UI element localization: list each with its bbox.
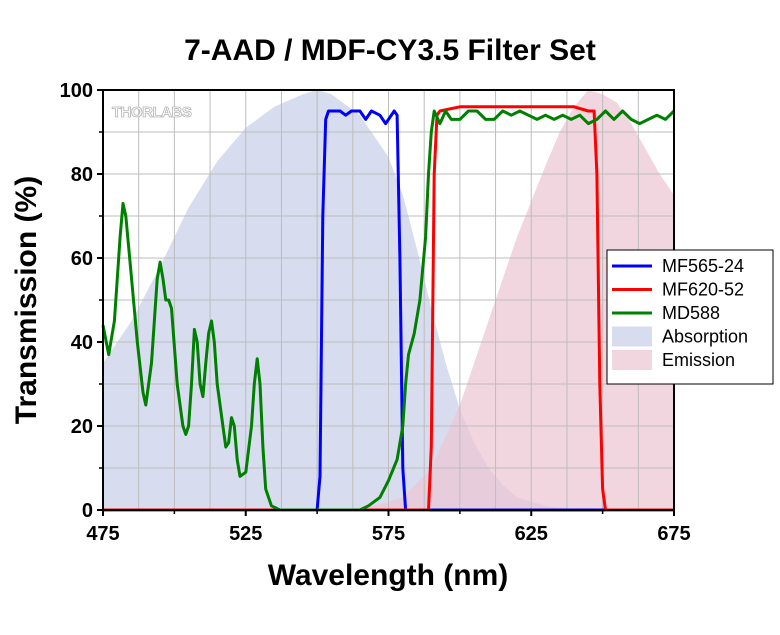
x-tick-label: 675 (657, 523, 690, 545)
legend-swatch-area (612, 350, 652, 370)
x-tick-label: 625 (515, 523, 548, 545)
y-tick-label: 20 (71, 416, 93, 438)
thorlabs-watermark: THORLABS (112, 104, 192, 121)
chart-title: 7-AAD / MDF-CY3.5 Filter Set (184, 34, 596, 67)
y-tick-label: 40 (71, 332, 93, 354)
legend-item-absorption: Absorption (612, 326, 748, 347)
y-axis-label: Transmission (%) (10, 176, 43, 424)
legend-item-md588: MD588 (612, 303, 720, 323)
legend-label: MF565-24 (662, 256, 744, 276)
legend-label: MD588 (662, 303, 720, 323)
y-tick-label: 80 (71, 164, 93, 186)
gridlines (103, 90, 674, 510)
line-md588 (101, 109, 676, 512)
legend-label: Absorption (662, 327, 748, 347)
legend-item-mf565-24: MF565-24 (612, 256, 744, 276)
legend-box (606, 249, 774, 385)
legend-label: Emission (662, 350, 735, 370)
x-axis-label: Wavelength (nm) (268, 559, 509, 592)
line-series-layer (101, 105, 676, 512)
x-tick-label: 475 (86, 523, 119, 545)
legend-item-emission: Emission (612, 350, 735, 370)
axis-ticks: 475 525 575 625 675 0 20 40 60 80 100 (60, 80, 691, 545)
y-tick-label: 100 (60, 80, 93, 102)
y-tick-label: 0 (82, 500, 93, 522)
line-mf565-24 (103, 109, 674, 512)
legend: MF565-24 MF620-52 MD588 Absorption Emission (606, 249, 774, 385)
legend-swatch-area (612, 326, 652, 347)
legend-label: MF620-52 (662, 280, 744, 300)
y-tick-label: 60 (71, 248, 93, 270)
x-tick-label: 575 (372, 523, 405, 545)
x-tick-label: 525 (229, 523, 262, 545)
line-mf620-52 (103, 105, 674, 512)
legend-item-mf620-52: MF620-52 (612, 280, 744, 300)
